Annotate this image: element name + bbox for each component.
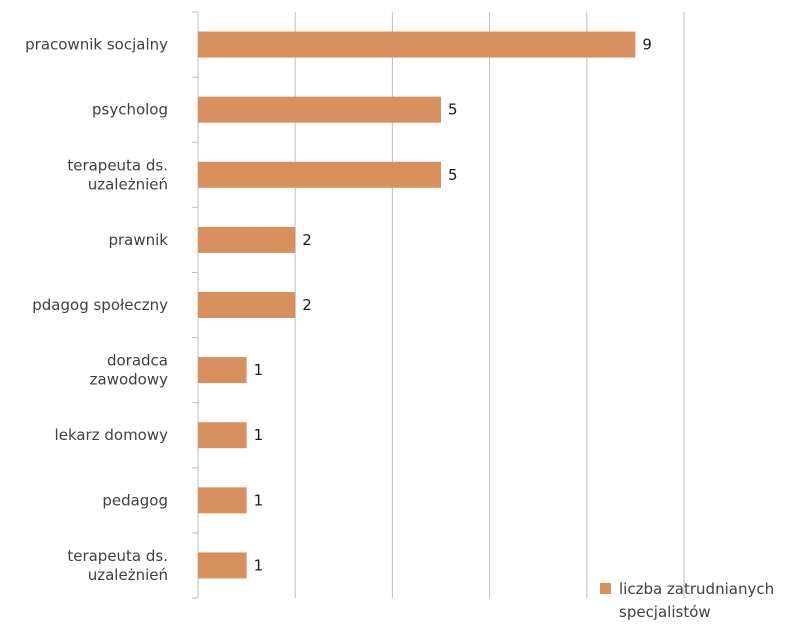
category-labels: pracownik socjalny psycholog terapeuta ds.… xyxy=(25,36,168,584)
bar xyxy=(198,31,636,58)
category-label: terapeuta ds. xyxy=(67,156,168,174)
category-label: pedagog xyxy=(102,491,168,509)
bar xyxy=(198,422,247,449)
data-label: 5 xyxy=(448,166,458,184)
bar xyxy=(198,292,296,318)
category-label: doradca xyxy=(107,352,168,370)
bar xyxy=(198,357,247,384)
bar xyxy=(198,487,247,514)
data-label: 1 xyxy=(254,491,264,509)
bar xyxy=(198,226,296,253)
data-labels: 9 5 5 2 2 1 1 1 1 xyxy=(254,36,652,575)
category-label: uzależnień xyxy=(88,566,168,584)
bar xyxy=(198,161,441,188)
legend-swatch xyxy=(600,583,611,594)
data-label: 9 xyxy=(642,36,652,54)
category-label: lekarz domowy xyxy=(55,426,169,444)
data-label: 1 xyxy=(254,556,264,574)
bar xyxy=(198,552,247,579)
data-label: 1 xyxy=(254,426,264,444)
category-axis xyxy=(192,11,199,599)
bars xyxy=(198,31,636,579)
category-label: pracownik socjalny xyxy=(25,36,168,54)
category-label: uzależnień xyxy=(88,175,168,193)
legend-label-line-1: liczba zatrudnianych xyxy=(619,580,774,598)
legend: liczba zatrudnianych specjalistów xyxy=(600,580,774,621)
category-label: prawnik xyxy=(108,231,168,249)
category-label: psycholog xyxy=(92,101,168,119)
data-label: 2 xyxy=(302,296,312,314)
bar xyxy=(198,96,441,123)
data-label: 2 xyxy=(302,231,312,249)
legend-label-line-2: specjalistów xyxy=(619,603,711,621)
category-label: terapeuta ds. xyxy=(67,547,168,565)
data-label: 5 xyxy=(448,101,458,119)
category-label: zawodowy xyxy=(90,371,168,389)
data-label: 1 xyxy=(254,361,264,379)
category-label: pdagog społeczny xyxy=(32,296,168,314)
